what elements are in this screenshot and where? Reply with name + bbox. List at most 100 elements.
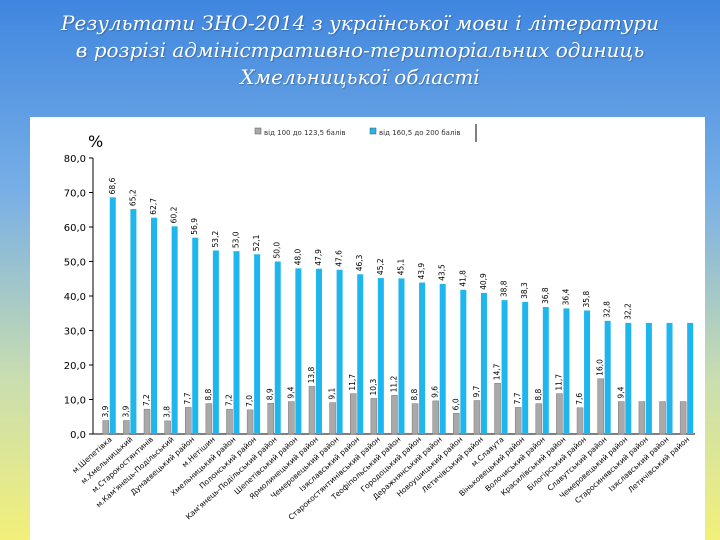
y-tick-label: 70,0	[64, 189, 86, 200]
bar-low-score	[535, 403, 543, 435]
data-label-low: 3,8	[163, 406, 172, 418]
bar-low-score	[453, 413, 460, 435]
data-label-high: 45,1	[396, 258, 405, 275]
bar-high-score	[687, 322, 694, 434]
bar-high-score	[563, 308, 570, 434]
bar-low-score	[432, 400, 439, 435]
y-tick-label: 10,0	[64, 396, 86, 407]
bar-high-score	[419, 282, 426, 434]
data-label-high: 32,8	[603, 301, 612, 318]
bar-high-score	[542, 307, 549, 434]
data-label-low: 8,8	[410, 388, 419, 400]
bar-low-score	[514, 407, 522, 435]
data-label-low: 11,2	[389, 375, 398, 392]
data-label-low: 11,7	[348, 374, 357, 391]
title-line-3: Хмельницької області	[240, 65, 480, 89]
data-label-low: 3,9	[121, 405, 130, 417]
title-line-2: в розрізі адміністративно-територіальних…	[75, 38, 645, 62]
data-label-high: 50,0	[273, 242, 282, 259]
bar-low-score	[288, 401, 295, 435]
bar-high-score	[109, 197, 116, 434]
bar-high-score	[584, 310, 591, 434]
data-label-low: 9,4	[286, 386, 295, 398]
bar-low-score	[185, 407, 192, 435]
bar-high-score	[130, 209, 137, 434]
legend-swatch	[254, 127, 262, 135]
data-label-low: 7,7	[513, 392, 522, 404]
y-tick-label: 20,0	[64, 361, 86, 372]
data-label-high: 60,2	[170, 206, 179, 223]
data-label-low: 9,6	[431, 386, 440, 398]
y-tick-label: 80,0	[64, 154, 86, 165]
y-tick-label: 60,0	[64, 223, 86, 234]
data-label-high: 47,6	[335, 250, 344, 267]
bar-low-score	[123, 420, 130, 435]
bar-low-score	[226, 408, 233, 435]
bar-high-score	[439, 283, 446, 434]
data-label-high: 46,3	[355, 254, 364, 271]
data-label-low: 7,6	[575, 393, 584, 405]
bar-high-score	[604, 320, 611, 434]
bar-low-score	[679, 401, 687, 435]
bar-high-score	[254, 254, 261, 434]
data-label-low: 11,7	[554, 374, 563, 391]
data-label-low: 10,3	[369, 379, 378, 396]
data-label-low: 9,1	[328, 387, 337, 399]
legend-entry: від 100 до 123,5 балів	[264, 129, 345, 137]
chart-frame: 0,0 10,0 20,0 30,0 40,0 50,0 60,0 70,0 80,0% від …	[30, 117, 705, 540]
data-label-high: 45,2	[376, 258, 385, 275]
bar-high-score	[274, 261, 281, 434]
data-label-high: 62,7	[149, 198, 158, 215]
bar-high-score	[357, 274, 364, 434]
data-label-high: 65,2	[128, 189, 137, 206]
legend-entry: від 160,5 до 200 балів	[379, 129, 460, 137]
bar-low-score	[143, 408, 151, 435]
bar-high-score	[501, 300, 508, 434]
bar-high-score	[295, 268, 302, 434]
bar-low-score	[411, 403, 419, 435]
data-label-high: 48,0	[293, 248, 302, 265]
bar-low-score	[205, 403, 213, 435]
data-label-low: 8,9	[266, 388, 275, 400]
bar-low-score	[329, 402, 336, 435]
slide-title: Результати ЗНО-2014 з української мови і…	[0, 10, 720, 91]
bar-high-score	[192, 237, 199, 434]
data-label-low: 7,2	[224, 394, 233, 406]
data-label-high: 38,3	[520, 282, 529, 299]
data-label-low: 6,0	[451, 398, 460, 410]
data-label-low: 7,0	[245, 395, 254, 407]
bar-low-score	[473, 400, 481, 435]
bar-low-score	[164, 420, 171, 435]
bar-low-score	[370, 398, 378, 435]
data-label-low: 13,8	[307, 366, 316, 383]
y-tick-label: 40,0	[64, 292, 86, 303]
bar-low-score	[308, 386, 316, 435]
data-label-high: 36,8	[541, 287, 550, 304]
data-label-high: 41,8	[458, 270, 467, 287]
bar-low-score	[638, 401, 646, 435]
bar-high-score	[233, 251, 240, 434]
bar-high-score	[336, 269, 343, 434]
data-label-high: 56,9	[190, 218, 199, 235]
data-label-high: 43,5	[438, 264, 447, 281]
bar-chart: 0,0 10,0 20,0 30,0 40,0 50,0 60,0 70,0 80,0% від …	[64, 124, 695, 522]
bar-low-score	[102, 420, 110, 435]
bar-high-score	[151, 217, 158, 434]
data-label-high: 52,1	[252, 234, 261, 251]
bar-low-score	[267, 403, 274, 435]
bar-high-score	[645, 322, 652, 434]
bar-low-score	[349, 393, 357, 435]
bar-low-score	[246, 409, 254, 435]
data-label-low: 7,2	[142, 394, 151, 406]
data-label-high: 53,2	[211, 231, 220, 248]
data-label-high: 40,9	[479, 273, 488, 290]
data-label-low: 9,4	[616, 386, 625, 398]
y-tick-label: 50,0	[64, 258, 86, 269]
bar-high-score	[522, 301, 529, 434]
y-tick-label: 30,0	[64, 327, 86, 338]
bar-high-score	[398, 278, 405, 434]
bar-high-score	[171, 226, 178, 434]
bar-high-score	[480, 292, 487, 434]
data-label-high: 36,4	[561, 288, 570, 305]
y-tick-label: 0,0	[70, 430, 86, 441]
